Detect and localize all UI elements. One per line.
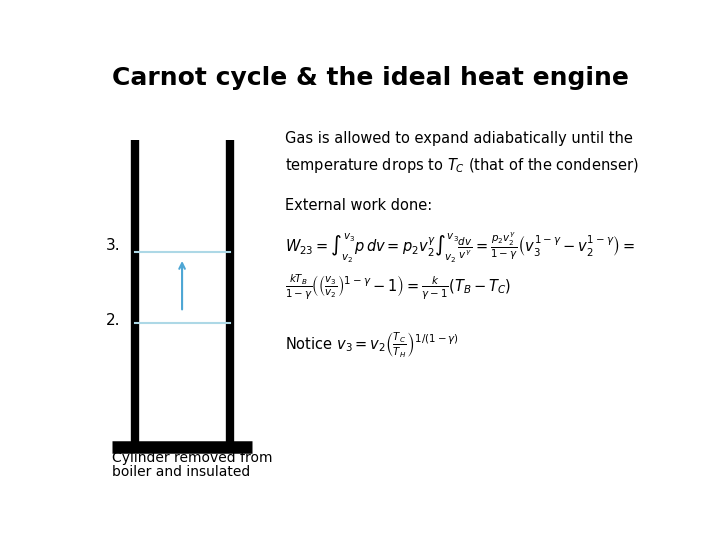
Text: $\frac{kT_B}{1-\gamma}\left(\left(\frac{v_3}{v_2}\right)^{1-\gamma} - 1\right) =: $\frac{kT_B}{1-\gamma}\left(\left(\frac{… (285, 273, 512, 302)
Text: 3.: 3. (106, 238, 121, 253)
Text: Cylinder removed from: Cylinder removed from (112, 451, 273, 465)
Text: boiler and insulated: boiler and insulated (112, 465, 251, 480)
Text: Carnot cycle & the ideal heat engine: Carnot cycle & the ideal heat engine (112, 66, 629, 90)
Text: External work done:: External work done: (285, 198, 433, 213)
Text: Notice $v_3 = v_2\left(\frac{T_C}{T_H}\right)^{1/(1-\gamma)}$: Notice $v_3 = v_2\left(\frac{T_C}{T_H}\r… (285, 331, 459, 360)
Text: temperature drops to $T_C$ (that of the condenser): temperature drops to $T_C$ (that of the … (285, 156, 639, 176)
Text: $W_{23} = \int_{v_2}^{v_3} p\,dv = p_2 v_2^\gamma \int_{v_2}^{v_3} \frac{dv}{v^\: $W_{23} = \int_{v_2}^{v_3} p\,dv = p_2 v… (285, 231, 636, 265)
Text: Gas is allowed to expand adiabatically until the: Gas is allowed to expand adiabatically u… (285, 131, 633, 146)
Text: 2.: 2. (106, 313, 121, 328)
